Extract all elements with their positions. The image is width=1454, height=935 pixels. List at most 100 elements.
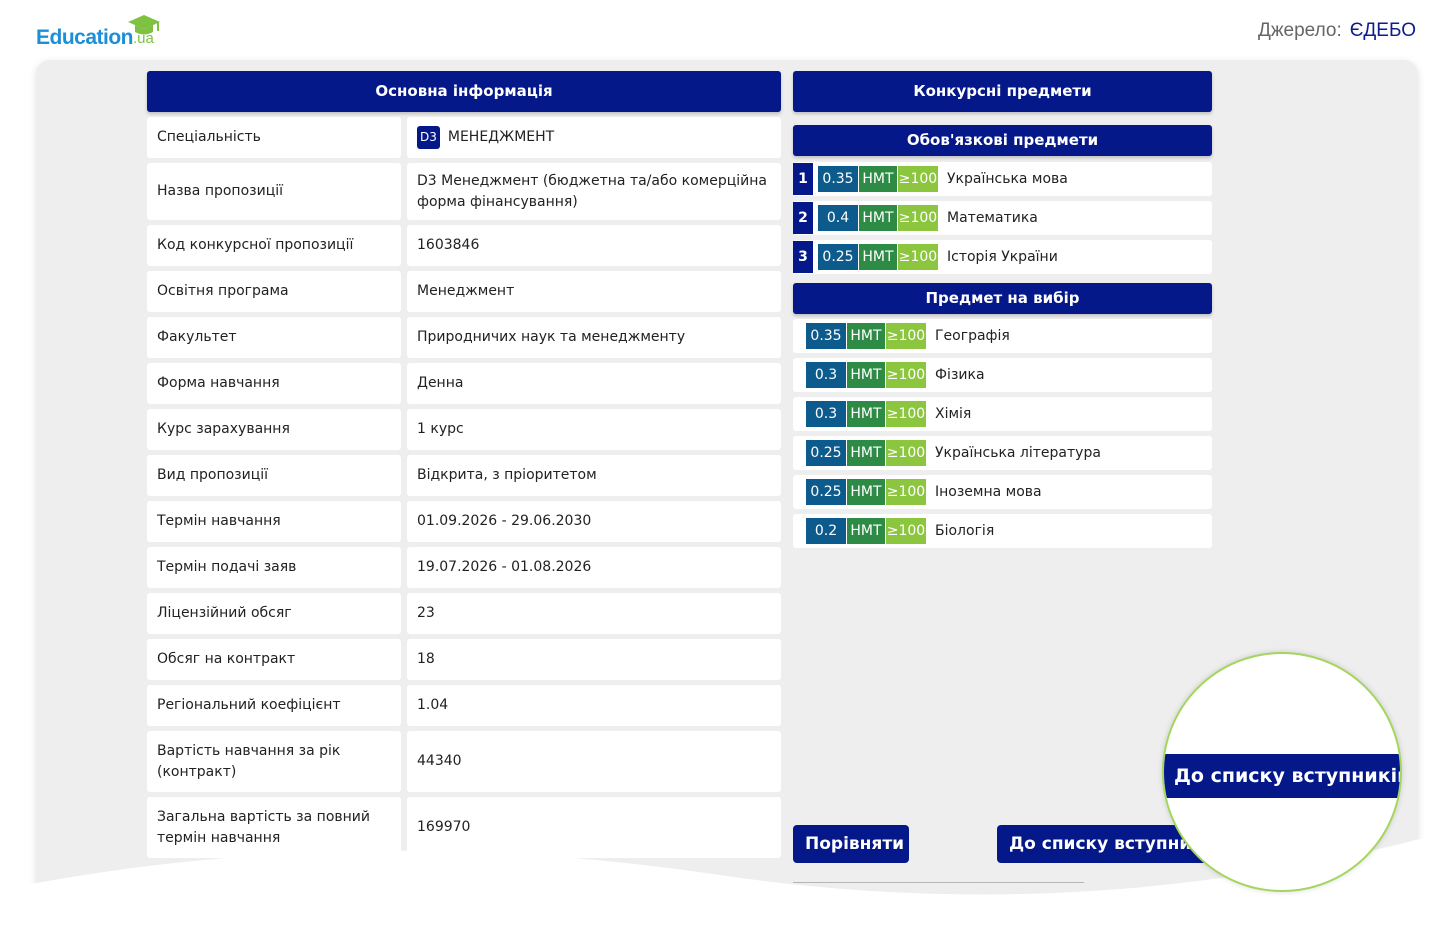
subject-name: Хімія	[935, 406, 972, 422]
row-value-cell: Природничих наук та менеджменту	[407, 317, 781, 358]
row-value: Відкрита, з пріоритетом	[417, 467, 597, 483]
row-value-cell: 19.07.2026 - 01.08.2026	[407, 547, 781, 588]
subject-name: Українська література	[935, 445, 1101, 461]
row-label: Факультет	[147, 317, 401, 358]
subject-coefficient: 0.25	[806, 479, 846, 505]
table-row: Освітня програма Менеджмент	[147, 271, 781, 312]
row-label: Назва пропозиції	[147, 163, 401, 220]
required-subjects-header: Обов'язкові предмети	[793, 125, 1212, 156]
exam-type-badge: НМТ	[847, 323, 885, 349]
subject-number: 2	[793, 202, 813, 234]
subject-coefficient: 0.3	[806, 362, 846, 388]
main-info-table: Основна інформація Спеціальність D3 МЕНЕДЖ…	[147, 71, 781, 863]
min-score-badge: ≥100	[898, 166, 938, 192]
subject-name: Іноземна мова	[935, 484, 1042, 500]
table-row: Код конкурсної пропозиції 1603846	[147, 225, 781, 266]
row-value-cell: 169970	[407, 797, 781, 858]
logo-suffix: .ua	[133, 30, 154, 47]
subject-row: 0.2 НМТ ≥100 Біологія	[793, 514, 1212, 548]
exam-type-badge: НМТ	[859, 205, 897, 231]
row-value-cell: D3 Менеджмент (бюджетна та/або комерційн…	[407, 163, 781, 220]
row-value: 18	[417, 651, 435, 667]
table-row: Факультет Природничих наук та менеджменту	[147, 317, 781, 358]
row-label: Термін подачі заяв	[147, 547, 401, 588]
row-label: Освітня програма	[147, 271, 401, 312]
subjects-section: Конкурсні предмети Обов'язкові предмети …	[793, 71, 1212, 553]
row-value-cell: Відкрита, з пріоритетом	[407, 455, 781, 496]
subject-name: Фізика	[935, 367, 985, 383]
info-rows: Спеціальність D3 МЕНЕДЖМЕНТ Назва пропозиці…	[147, 117, 781, 858]
table-row: Спеціальність D3 МЕНЕДЖМЕНТ	[147, 117, 781, 158]
magnifier-callout: До списку вступників	[1162, 652, 1402, 892]
row-value: 01.09.2026 - 29.06.2030	[417, 513, 592, 529]
magnified-to-applicants-list-button[interactable]: До списку вступників	[1164, 754, 1400, 798]
table-row: Курс зарахування 1 курс	[147, 409, 781, 450]
row-value-cell: Менеджмент	[407, 271, 781, 312]
row-label: Курс зарахування	[147, 409, 401, 450]
subject-row: 0.25 НМТ ≥100 Українська література	[793, 436, 1212, 470]
source-info: Джерело: ЄДЕБО	[1258, 20, 1416, 42]
min-score-badge: ≥100	[886, 362, 926, 388]
table-row: Вид пропозиції Відкрита, з пріоритетом	[147, 455, 781, 496]
subjects-header: Конкурсні предмети	[793, 71, 1212, 112]
min-score-badge: ≥100	[886, 479, 926, 505]
table-row: Обсяг на контракт 18	[147, 639, 781, 680]
min-score-badge: ≥100	[898, 244, 938, 270]
exam-type-badge: НМТ	[847, 401, 885, 427]
row-value-cell: 01.09.2026 - 29.06.2030	[407, 501, 781, 542]
bottom-wave-decoration	[0, 830, 1454, 935]
table-row: Загальна вартість за повний термін навча…	[147, 797, 781, 858]
row-value: 19.07.2026 - 01.08.2026	[417, 559, 592, 575]
row-value: D3 Менеджмент (бюджетна та/або комерційн…	[417, 172, 767, 210]
subject-number: 3	[793, 241, 813, 273]
exam-type-badge: НМТ	[847, 362, 885, 388]
row-label: Вид пропозиції	[147, 455, 401, 496]
row-value-cell: 44340	[407, 731, 781, 792]
row-value: 23	[417, 605, 435, 621]
row-value-cell: 1.04	[407, 685, 781, 726]
min-score-badge: ≥100	[886, 323, 926, 349]
main-info-header: Основна інформація	[147, 71, 781, 112]
subject-name: Біологія	[935, 523, 995, 539]
min-score-badge: ≥100	[886, 440, 926, 466]
subject-coefficient: 0.25	[806, 440, 846, 466]
subject-coefficient: 0.35	[818, 166, 858, 192]
subject-name: Математика	[947, 210, 1038, 226]
row-value-cell: Денна	[407, 363, 781, 404]
row-label: Загальна вартість за повний термін навча…	[147, 797, 401, 858]
subject-row: 0.35 НМТ ≥100 Географія	[793, 319, 1212, 353]
row-value: Природничих наук та менеджменту	[417, 329, 686, 345]
table-row: Форма навчання Денна	[147, 363, 781, 404]
elective-subjects-list: 0.35 НМТ ≥100 Географія 0.3 НМТ ≥100 Фізика 0.3 Н…	[793, 319, 1212, 548]
logo-text: Education	[36, 26, 134, 49]
row-value-cell: 18	[407, 639, 781, 680]
min-score-badge: ≥100	[898, 205, 938, 231]
subject-row: 0.3 НМТ ≥100 Хімія	[793, 397, 1212, 431]
min-score-badge: ≥100	[886, 518, 926, 544]
row-label: Регіональний коефіцієнт	[147, 685, 401, 726]
row-value: 169970	[417, 819, 471, 835]
table-row: Назва пропозиції D3 Менеджмент (бюджетна …	[147, 163, 781, 220]
row-value: МЕНЕДЖМЕНТ	[447, 129, 555, 145]
row-value: 1.04	[417, 697, 449, 713]
subject-coefficient: 0.25	[818, 244, 858, 270]
row-label: Ліцензійний обсяг	[147, 593, 401, 634]
exam-type-badge: НМТ	[847, 440, 885, 466]
elective-subjects-header: Предмет на вибір	[793, 283, 1212, 314]
table-row: Термін навчання 01.09.2026 - 29.06.2030	[147, 501, 781, 542]
table-row: Регіональний коефіцієнт 1.04	[147, 685, 781, 726]
row-value-cell: 23	[407, 593, 781, 634]
compare-button[interactable]: Порівняти	[793, 825, 909, 863]
row-label: Спеціальність	[147, 117, 401, 158]
subject-row: 2 0.4 НМТ ≥100 Математика	[793, 201, 1212, 235]
graduation-cap-icon	[128, 15, 160, 35]
education-ua-logo[interactable]: Education .ua	[36, 15, 176, 52]
row-value-cell: D3 МЕНЕДЖМЕНТ	[407, 117, 781, 158]
subject-name: Географія	[935, 328, 1010, 344]
row-value-cell: 1603846	[407, 225, 781, 266]
row-label: Обсяг на контракт	[147, 639, 401, 680]
table-row: Термін подачі заяв 19.07.2026 - 01.08.202…	[147, 547, 781, 588]
row-label: Вартість навчання за рік (контракт)	[147, 731, 401, 792]
row-value: Менеджмент	[417, 283, 515, 299]
required-subjects-list: 1 0.35 НМТ ≥100 Українська мова 2 0.4 НМТ ≥100 Ма…	[793, 162, 1212, 274]
